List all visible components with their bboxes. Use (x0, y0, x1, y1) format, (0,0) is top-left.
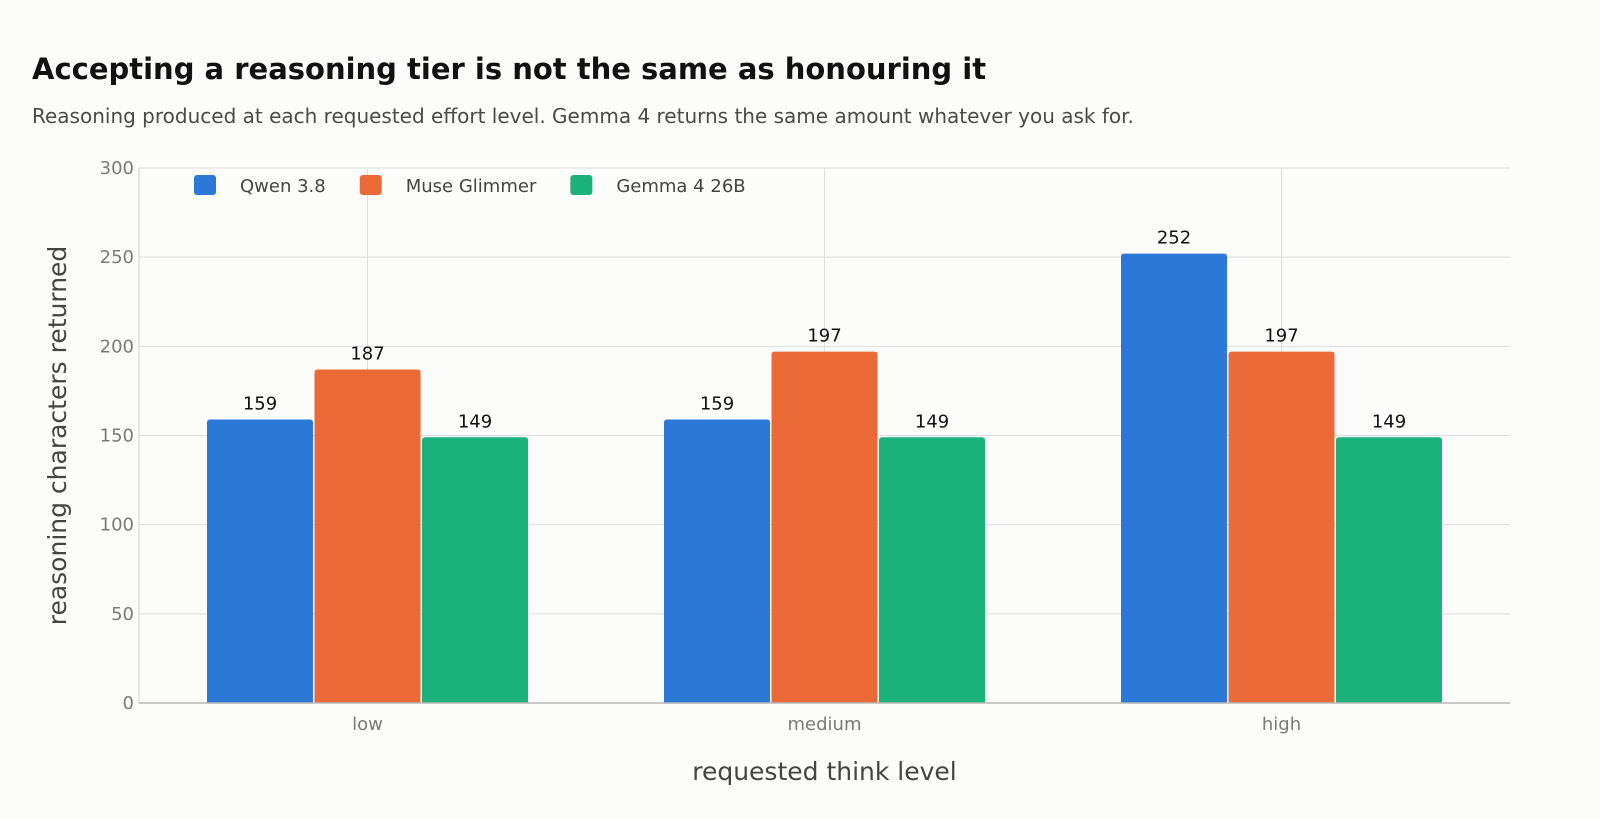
y-tick-label: 200 (100, 336, 134, 357)
legend-swatch (570, 175, 593, 195)
y-tick-label: 250 (100, 247, 134, 268)
legend-label: Muse Glimmer (406, 176, 537, 197)
bar-value-label: 187 (350, 344, 384, 365)
x-tick-label-medium: medium (788, 714, 862, 735)
y-tick-label: 0 (123, 693, 134, 714)
y-axis-ticks: 0 50 100 150 200 250 300 (100, 158, 134, 714)
bar-value-label: 149 (1372, 411, 1406, 432)
legend-label: Gemma 4 26B (616, 176, 745, 197)
bar-labels: 159 187 149 159 197 149 252 197 149 (243, 228, 1406, 433)
bar-value-label: 159 (700, 393, 734, 414)
legend-swatch (194, 175, 216, 195)
bar-muse-glimmer-low (314, 369, 421, 703)
y-tick-label: 300 (100, 158, 134, 179)
bar-gemma-4-26b-low (422, 437, 528, 703)
x-tick-label-low: low (352, 714, 383, 735)
bar-value-label: 149 (458, 411, 492, 432)
y-tick-label: 150 (100, 426, 134, 447)
bar-muse-glimmer-high (1228, 351, 1335, 703)
bar-qwen-3-8-low (207, 419, 313, 703)
bar-qwen-3-8-high (1121, 253, 1227, 703)
legend-item-gemma-4-26b: Gemma 4 26B (570, 175, 746, 197)
x-axis-ticks: low medium high (352, 714, 1301, 735)
legend-item-qwen-3-8: Qwen 3.8 (194, 175, 326, 197)
bar-value-label: 197 (807, 326, 841, 347)
x-tick-label-high: high (1262, 714, 1301, 735)
bar-value-label: 149 (915, 411, 949, 432)
legend-item-muse-glimmer: Muse Glimmer (359, 175, 537, 197)
y-tick-label: 50 (111, 604, 134, 625)
bar-gemma-4-26b-high (1336, 437, 1442, 703)
bars (207, 253, 1442, 703)
chart-subtitle: Reasoning produced at each requested eff… (32, 104, 1134, 128)
legend-swatch (359, 175, 382, 195)
y-axis-title: reasoning characters returned (43, 246, 72, 626)
chart-title: Accepting a reasoning tier is not the sa… (32, 52, 987, 86)
legend-label: Qwen 3.8 (240, 176, 326, 197)
x-axis-title: requested think level (692, 757, 957, 786)
bar-value-label: 197 (1264, 326, 1298, 347)
bar-qwen-3-8-medium (664, 419, 770, 703)
y-tick-label: 100 (100, 515, 134, 536)
legend: Qwen 3.8 Muse Glimmer Gemma 4 26B (194, 175, 746, 197)
bar-muse-glimmer-medium (771, 351, 878, 703)
bar-value-label: 252 (1157, 228, 1191, 249)
bar-gemma-4-26b-medium (879, 437, 985, 703)
bar-value-label: 159 (243, 393, 277, 414)
